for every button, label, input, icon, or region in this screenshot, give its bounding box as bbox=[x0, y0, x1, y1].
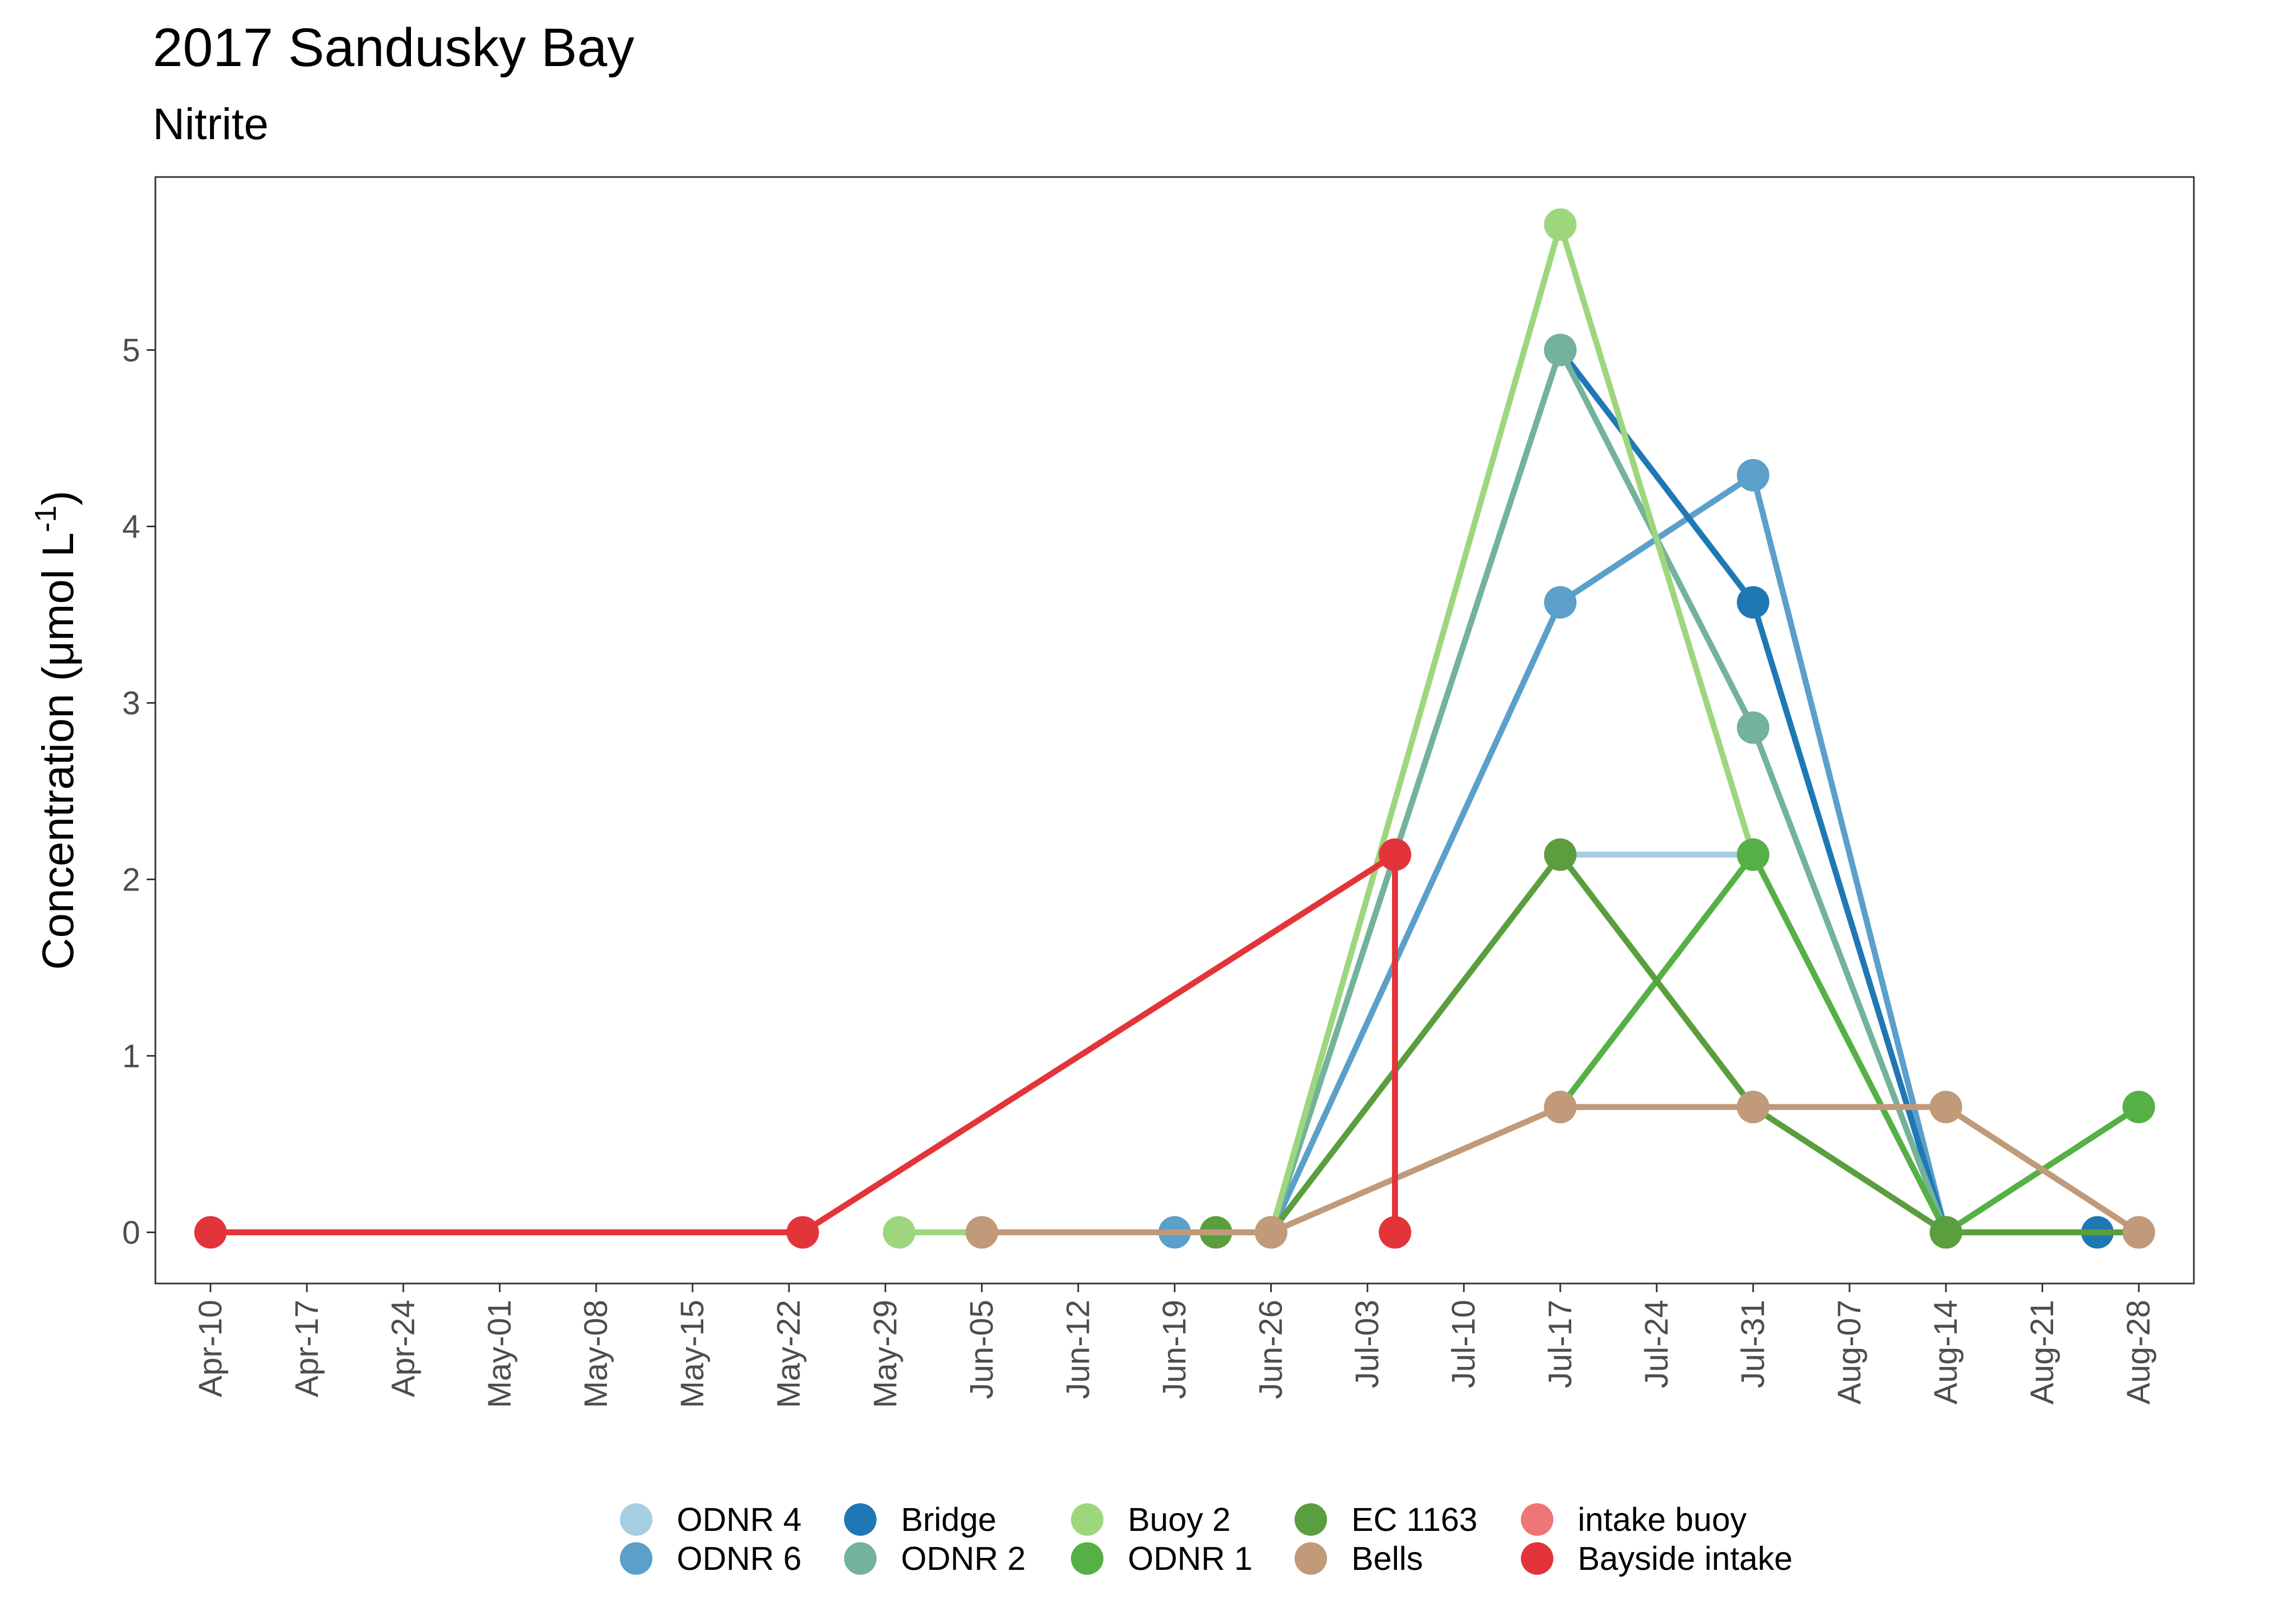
legend-label: ODNR 6 bbox=[677, 1540, 801, 1577]
x-tick-label: Jun-19 bbox=[1156, 1300, 1193, 1399]
data-point bbox=[1254, 1216, 1288, 1249]
x-tick-label: May-15 bbox=[674, 1300, 710, 1408]
y-tick-label: 2 bbox=[122, 861, 140, 898]
data-point bbox=[1544, 1091, 1577, 1123]
legend-label: Bayside intake bbox=[1578, 1540, 1793, 1577]
data-point bbox=[1544, 838, 1577, 871]
data-point bbox=[786, 1216, 819, 1249]
data-point bbox=[2122, 1091, 2155, 1123]
data-point bbox=[1930, 1091, 1963, 1123]
legend-key bbox=[1071, 1503, 1103, 1536]
x-tick-label: May-29 bbox=[867, 1300, 903, 1408]
x-tick-label: Aug-21 bbox=[2024, 1300, 2060, 1404]
x-tick-label: May-22 bbox=[770, 1300, 807, 1408]
data-point bbox=[1736, 838, 1769, 871]
legend-key bbox=[620, 1542, 652, 1575]
x-tick-label: Jun-26 bbox=[1253, 1300, 1289, 1399]
data-point bbox=[1736, 711, 1769, 744]
y-tick-label: 5 bbox=[122, 332, 140, 368]
legend-item: Bridge bbox=[844, 1501, 996, 1538]
legend-key bbox=[620, 1503, 652, 1536]
y-tick-label: 4 bbox=[122, 508, 140, 545]
x-tick-label: Aug-07 bbox=[1831, 1300, 1867, 1404]
x-tick-label: Apr-24 bbox=[385, 1300, 421, 1397]
legend-label: ODNR 2 bbox=[901, 1540, 1025, 1577]
legend-item: ODNR 4 bbox=[620, 1501, 801, 1538]
legend-key bbox=[1295, 1542, 1327, 1575]
x-tick-label: Jul-03 bbox=[1349, 1300, 1386, 1388]
axis-ticks: 0 1 2 3 4 5 Apr-10 Apr-17 Apr-24 May-01 May-08 May-… bbox=[122, 332, 2157, 1408]
data-point bbox=[1544, 208, 1577, 241]
x-tick-label: May-08 bbox=[578, 1300, 614, 1408]
legend-label: intake buoy bbox=[1578, 1501, 1747, 1538]
chart-subtitle: Nitrite bbox=[153, 100, 269, 149]
legend-key bbox=[844, 1542, 877, 1575]
x-tick-label: Jun-12 bbox=[1060, 1300, 1096, 1399]
x-tick-label: Aug-28 bbox=[2120, 1300, 2157, 1404]
data-point bbox=[1736, 1091, 1769, 1123]
y-axis-title-close: ) bbox=[34, 490, 83, 505]
legend-label: EC 1163 bbox=[1351, 1501, 1478, 1538]
y-tick-label: 1 bbox=[122, 1038, 140, 1074]
legend-item: ODNR 6 bbox=[620, 1540, 801, 1577]
data-point bbox=[194, 1216, 227, 1249]
chart-title: 2017 Sandusky Bay bbox=[153, 17, 635, 78]
series-bayside-intake bbox=[194, 838, 1412, 1249]
legend-label: ODNR 4 bbox=[677, 1501, 801, 1538]
x-tick-label: Apr-10 bbox=[192, 1300, 228, 1397]
y-axis-title-superscript: -1 bbox=[28, 506, 62, 533]
y-axis-title: Concentration (μmol L-1) bbox=[28, 490, 83, 970]
legend-label: Bells bbox=[1351, 1540, 1423, 1577]
plot-panel-border bbox=[154, 176, 2195, 1285]
data-point bbox=[2122, 1216, 2155, 1249]
legend-key bbox=[1521, 1542, 1553, 1575]
legend-item: Buoy 2 bbox=[1071, 1501, 1231, 1538]
data-point bbox=[883, 1216, 916, 1249]
series-line bbox=[982, 1104, 2141, 1235]
data-point bbox=[1378, 1216, 1412, 1249]
legend-item: ODNR 2 bbox=[844, 1540, 1025, 1577]
data-point bbox=[1930, 1216, 1963, 1249]
data-point bbox=[1544, 586, 1577, 619]
legend-item: intake buoy bbox=[1521, 1501, 1747, 1538]
series-line bbox=[210, 852, 1398, 1235]
legend-key bbox=[1071, 1542, 1103, 1575]
x-tick-label: Jul-17 bbox=[1542, 1300, 1578, 1388]
x-tick-label: May-01 bbox=[481, 1300, 518, 1408]
data-point bbox=[1736, 586, 1769, 619]
data-point bbox=[1736, 459, 1769, 492]
data-point bbox=[1378, 838, 1412, 871]
legend-label: Buoy 2 bbox=[1128, 1501, 1231, 1538]
legend-item: Bayside intake bbox=[1521, 1540, 1793, 1577]
legend-item: EC 1163 bbox=[1295, 1501, 1478, 1538]
y-tick-label: 0 bbox=[122, 1214, 140, 1250]
data-point bbox=[965, 1216, 998, 1249]
x-tick-label: Jun-05 bbox=[963, 1300, 999, 1399]
legend-key bbox=[1295, 1503, 1327, 1536]
legend-label: Bridge bbox=[901, 1501, 996, 1538]
x-tick-label: Jul-31 bbox=[1735, 1300, 1771, 1388]
legend-key bbox=[1521, 1503, 1553, 1536]
x-tick-label: Jul-10 bbox=[1446, 1300, 1482, 1388]
legend-item: ODNR 1 bbox=[1071, 1540, 1252, 1577]
data-point bbox=[1544, 333, 1577, 366]
x-tick-label: Apr-17 bbox=[289, 1300, 325, 1397]
legend-label: ODNR 1 bbox=[1128, 1540, 1252, 1577]
y-axis-title-main: Concentration (μmol L bbox=[34, 532, 83, 970]
y-tick-label: 3 bbox=[122, 685, 140, 721]
x-tick-label: Aug-14 bbox=[1927, 1300, 1964, 1404]
legend-item: Bells bbox=[1295, 1540, 1423, 1577]
series-bells bbox=[965, 1091, 2155, 1249]
x-tick-label: Jul-24 bbox=[1638, 1300, 1675, 1388]
legend-key bbox=[844, 1503, 877, 1536]
data-series bbox=[194, 208, 2155, 1249]
